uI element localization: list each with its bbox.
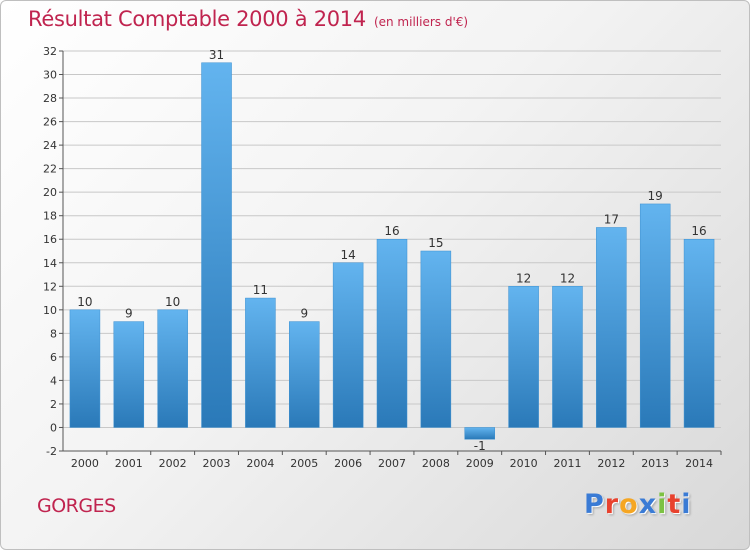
x-tick-label: 2011 [553,457,581,470]
bar-2008 [420,250,452,428]
x-tick-label: 2000 [71,457,99,470]
y-tick-label: 18 [43,210,57,223]
data-label: 16 [691,224,706,238]
y-tick-label: 4 [50,374,57,387]
bar-2000 [69,309,101,428]
bar-2014 [683,238,715,428]
chart-subtitle: (en milliers d'€) [373,15,469,29]
y-tick-label: 22 [43,163,57,176]
x-tick-label: 2014 [685,457,713,470]
logo-letter: o [619,489,639,520]
bar-2006 [332,262,364,428]
x-tick-label: 2001 [115,457,143,470]
y-tick-label: 10 [43,304,57,317]
data-label: -1 [474,439,486,453]
logo-letter: t [667,489,682,520]
logo-letter: i [657,489,668,520]
y-tick-label: 16 [43,233,57,246]
bar-2011 [552,286,583,428]
logo-letter: r [604,489,620,520]
bar-2003 [201,62,232,428]
y-tick-label: 8 [50,327,57,340]
x-tick-label: 2006 [334,457,362,470]
data-label: 10 [77,295,92,309]
chart-title: Résultat Comptable 2000 à 2014 [28,7,366,31]
bar-2005 [289,321,320,428]
data-label: 16 [384,224,399,238]
data-label: 9 [300,307,308,321]
bar-2004 [245,297,276,428]
bar-2002 [157,309,188,428]
bar-2012 [596,227,627,428]
x-tick-label: 2007 [378,457,406,470]
proxiti-logo[interactable]: Proxiti [584,489,692,520]
bar-2009 [464,427,495,440]
data-label: 19 [648,189,663,203]
y-tick-label: 20 [43,186,57,199]
title-row: Résultat Comptable 2000 à 2014 (en millie… [28,7,468,31]
y-tick-label: 12 [43,280,57,293]
y-tick-label: 6 [50,351,57,364]
x-tick-label: 2002 [159,457,187,470]
x-tick-label: 2003 [203,457,231,470]
y-tick-label: 30 [43,69,57,82]
logo-letter: P [584,489,605,520]
axes [59,50,722,455]
bar-2007 [376,238,408,428]
bar-2010 [508,286,539,428]
y-tick-label: 24 [43,139,57,152]
y-tick-label: 0 [50,421,57,434]
x-tick-label: 2005 [290,457,318,470]
data-label: 31 [209,48,224,62]
data-label: 10 [165,295,180,309]
x-tick-label: 2008 [422,457,450,470]
place-name: GORGES [37,495,116,517]
data-label: 15 [428,236,443,250]
x-tick-label: 2009 [466,457,494,470]
data-label: 17 [604,212,619,226]
data-label: 14 [340,248,355,262]
data-label: 9 [125,307,133,321]
y-tick-label: 26 [43,116,57,129]
logo-letter: x [638,489,658,520]
y-tick-label: 32 [43,45,57,58]
y-tick-label: -2 [46,445,57,458]
bars [69,62,715,440]
x-tick-label: 2013 [641,457,669,470]
labels: -202468101214161820222426283032200010200… [43,45,713,470]
y-tick-label: 2 [50,398,57,411]
data-label: 12 [516,271,531,285]
x-tick-label: 2004 [246,457,274,470]
bar-2013 [639,203,671,428]
y-tick-label: 14 [43,257,57,270]
y-tick-label: 28 [43,92,57,105]
x-tick-label: 2010 [510,457,538,470]
bar-2001 [113,321,145,428]
x-tick-label: 2012 [597,457,625,470]
data-label: 12 [560,271,575,285]
logo-letter: i [681,489,692,520]
data-label: 11 [253,283,268,297]
